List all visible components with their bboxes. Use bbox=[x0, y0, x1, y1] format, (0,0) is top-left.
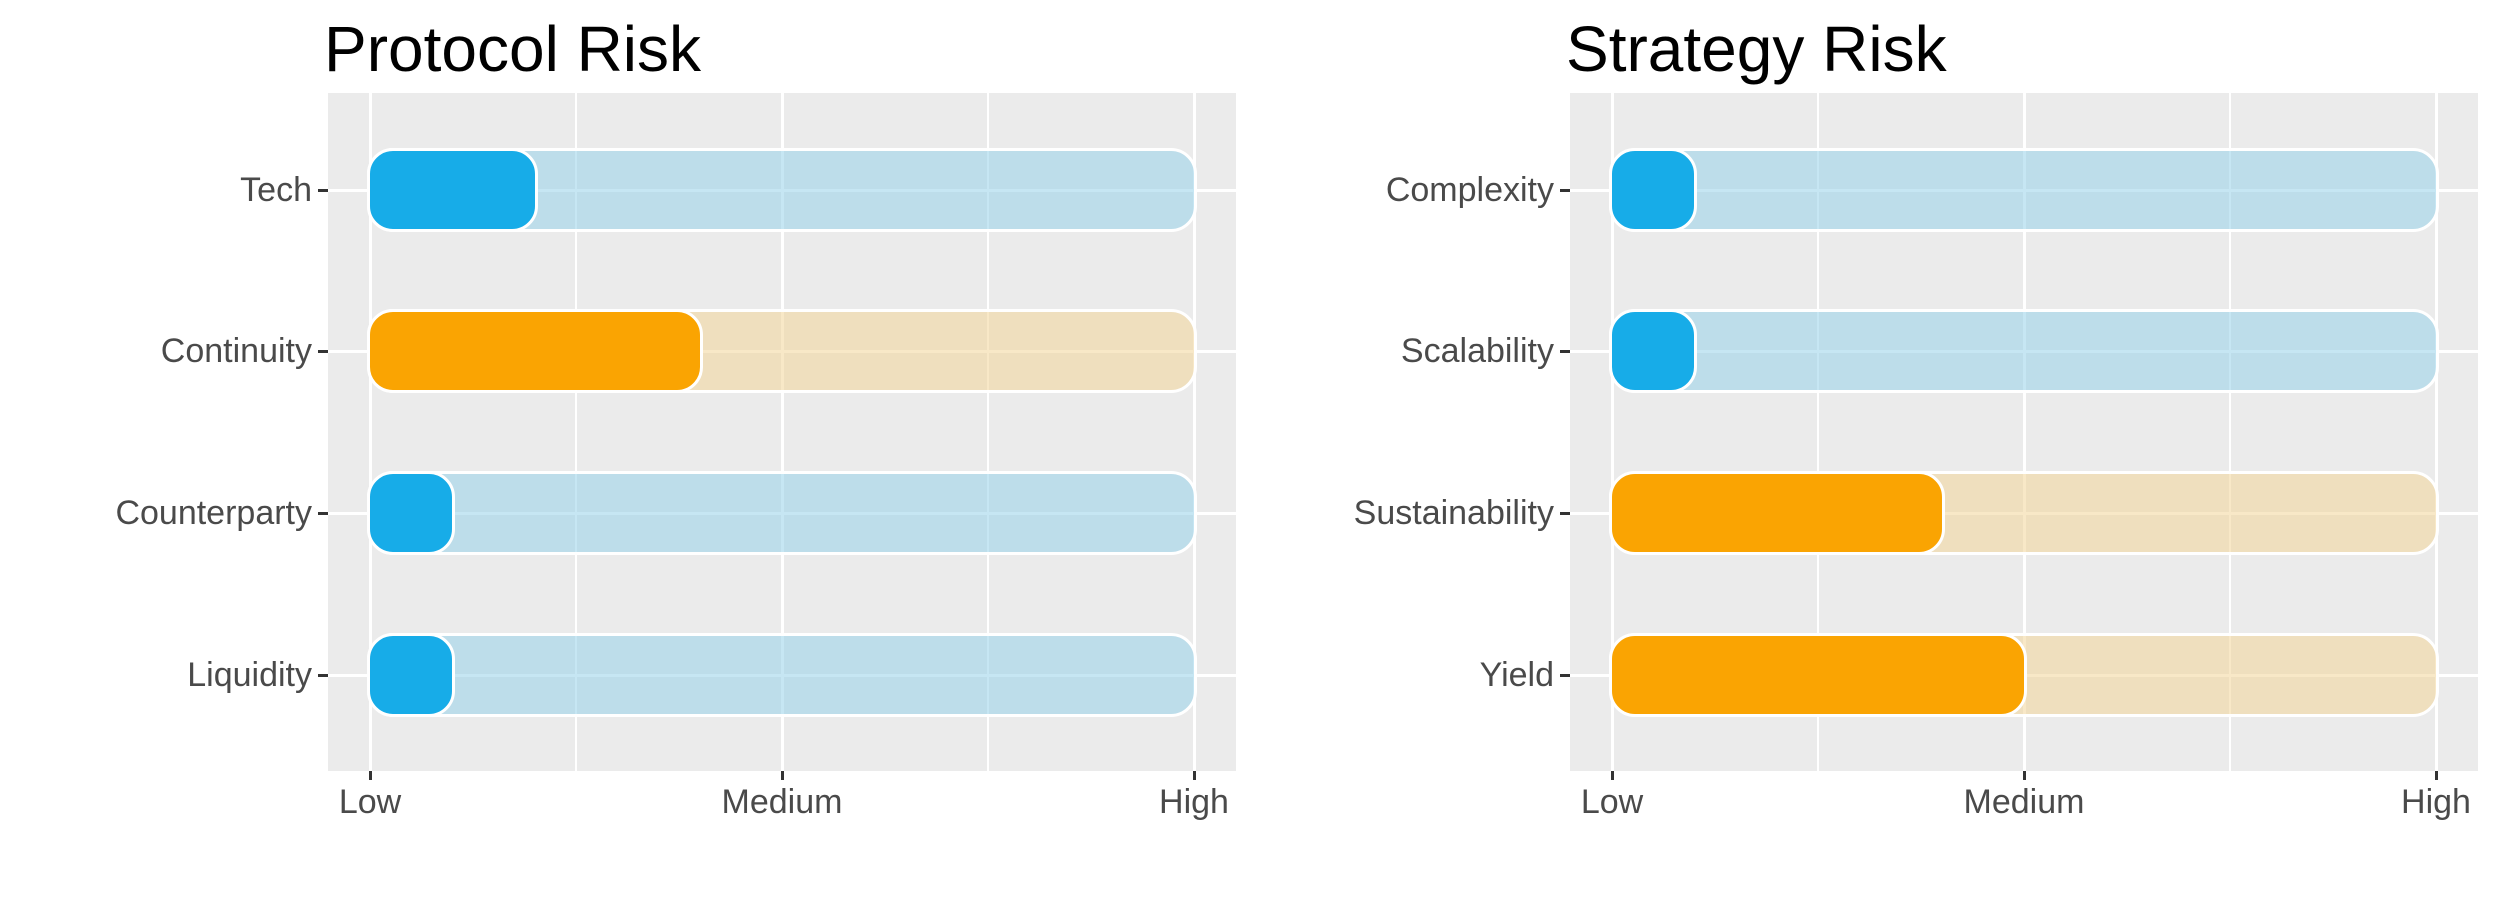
gridline-minor-vertical bbox=[1817, 93, 1819, 771]
x-axis-tick bbox=[2434, 771, 2438, 780]
bar-track-blue bbox=[1609, 148, 2439, 232]
y-axis-tick bbox=[1560, 349, 1570, 353]
gridline-minor-vertical bbox=[987, 93, 989, 771]
y-axis-tick bbox=[1560, 673, 1570, 677]
category-label: Complexity bbox=[1385, 171, 1554, 209]
bar-track-blue bbox=[367, 633, 1197, 717]
category-label: Liquidity bbox=[187, 656, 312, 694]
gridline-major-vertical bbox=[780, 93, 784, 771]
y-axis-tick bbox=[318, 673, 328, 677]
x-axis-tick-label: Medium bbox=[1963, 783, 2085, 821]
x-axis-tick-label: High bbox=[2401, 783, 2471, 821]
bar-value-blue bbox=[1609, 309, 1698, 393]
bar-value-blue bbox=[1609, 148, 1698, 232]
x-axis-tick bbox=[1610, 771, 1614, 780]
category-label: Scalability bbox=[1400, 332, 1554, 370]
gridline-major-vertical bbox=[368, 93, 372, 771]
category-label: Continuity bbox=[160, 332, 312, 370]
gridline-minor-vertical bbox=[2229, 93, 2231, 771]
y-axis-tick bbox=[318, 349, 328, 353]
chart-title: Strategy Risk bbox=[1566, 13, 1947, 85]
x-axis-tick-label: Low bbox=[338, 783, 402, 821]
gridline-major-vertical bbox=[1610, 93, 1614, 771]
x-axis-tick bbox=[780, 771, 784, 780]
gridline-major-vertical bbox=[2434, 93, 2438, 771]
bar-value-orange bbox=[1609, 633, 2027, 717]
category-label: Yield bbox=[1479, 656, 1554, 694]
gridline-major-vertical bbox=[1192, 93, 1196, 771]
bar-value-orange bbox=[367, 309, 703, 393]
gridline-major-vertical bbox=[2022, 93, 2026, 771]
x-axis-tick-label: High bbox=[1159, 783, 1229, 821]
y-axis-tick bbox=[318, 511, 328, 515]
bar-value-orange bbox=[1609, 471, 1945, 555]
bar-track-blue bbox=[367, 471, 1197, 555]
bar-track-blue bbox=[1609, 309, 2439, 393]
x-axis-tick bbox=[1192, 771, 1196, 780]
category-label: Sustainability bbox=[1353, 494, 1554, 532]
bar-value-blue bbox=[367, 148, 538, 232]
plot-panel bbox=[328, 93, 1236, 771]
x-axis-tick bbox=[368, 771, 372, 780]
category-label: Counterparty bbox=[115, 494, 312, 532]
bar-value-blue bbox=[367, 633, 456, 717]
y-axis-tick bbox=[318, 188, 328, 192]
y-axis-tick bbox=[1560, 511, 1570, 515]
gridline-minor-vertical bbox=[575, 93, 577, 771]
x-axis-tick-label: Low bbox=[1580, 783, 1644, 821]
strategy-risk-chart: Strategy Risk Low Medium High Complexity Sca… bbox=[1242, 0, 2500, 900]
protocol-risk-chart: Protocol Risk Low Medium High Tech Continuit… bbox=[0, 0, 1242, 900]
x-axis-tick-label: Medium bbox=[721, 783, 843, 821]
category-label: Tech bbox=[240, 171, 312, 209]
chart-title: Protocol Risk bbox=[324, 13, 701, 85]
x-axis-tick bbox=[2022, 771, 2026, 780]
bar-value-blue bbox=[367, 471, 456, 555]
plot-panel bbox=[1570, 93, 2478, 771]
y-axis-tick bbox=[1560, 188, 1570, 192]
